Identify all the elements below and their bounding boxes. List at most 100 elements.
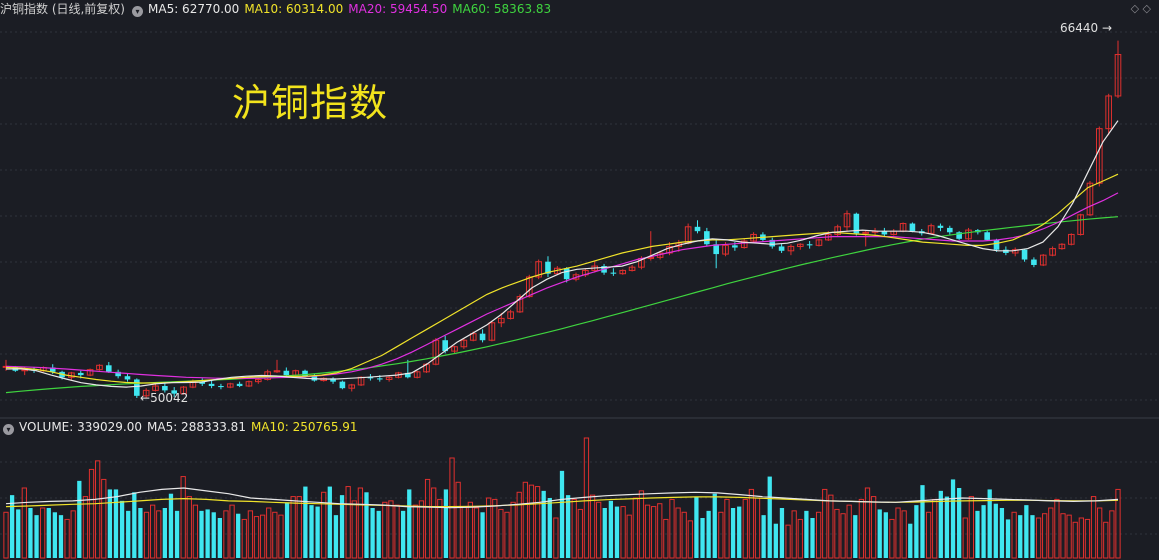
candle-body [124,376,131,380]
volume-bar [1060,513,1066,559]
volume-bar [700,518,705,558]
candle-body [507,311,514,319]
volume-bar [663,518,669,559]
volume-panel-header: ▾ VOLUME: 339029.00 MA5: 288333.81 MA10: 25… [0,418,363,436]
volume-bar [443,489,449,558]
volume-bar [88,468,95,559]
volume-bar [168,493,174,558]
candle-body [413,371,421,378]
volume-bar [28,508,33,558]
ma60-line [5,216,1119,394]
candle-body [619,269,627,275]
volume-bar [394,504,400,559]
panel-corner-icons[interactable]: ◇ ◇ [1131,2,1151,15]
volume-bar [223,510,229,559]
volume-bar [571,498,577,559]
volume-bar [149,504,156,559]
volume-bar [126,510,131,558]
candle-body [283,370,290,376]
candle-body [367,377,374,379]
volume-bar [908,523,913,558]
volume-bar [999,508,1005,558]
candle-body [806,244,813,246]
candle-body [115,371,121,377]
volume-bar [687,520,693,559]
volume-bar [773,523,778,558]
volume-bar [589,494,596,559]
candle-body [545,261,551,274]
volume-bar [694,496,699,558]
volume-bar [236,513,241,558]
candle-body [77,372,84,376]
settings-icon[interactable]: ▾ [132,6,143,17]
ma20-line [5,192,1119,379]
diamond-icon[interactable]: ◇ [1130,2,1140,15]
candle-body [946,227,953,233]
volume-bar [1054,498,1060,559]
volume-readout: VOLUME: 339029.00 [19,420,142,434]
candle-body [516,296,524,313]
volume-bar [577,508,583,559]
volume-bar [407,489,412,558]
volume-bar [9,495,15,558]
candle-body [376,378,383,380]
chart-title: 沪铜指数 (日线,前复权) [0,2,125,16]
volume-bar [742,498,748,559]
volume-bar [333,515,339,558]
volume-bar [1018,515,1023,558]
candle-body [927,225,935,234]
volume-bar [620,506,626,559]
volume-bar [388,500,394,559]
volume-bar [339,495,345,558]
candle-body [226,383,234,388]
candle-body [49,367,56,372]
collapse-icon[interactable]: ▾ [3,424,14,435]
volume-bar [40,507,46,559]
volume-bar [199,510,204,558]
volume-bar [669,498,675,559]
volume-bar [1024,505,1029,558]
volume-bar [64,518,70,559]
volume-bar [1048,507,1054,559]
candle-body [1114,54,1122,97]
volume-bar [840,513,846,559]
volume-bar [675,507,681,559]
candle-body [1067,233,1075,245]
volume-bar [296,496,302,559]
volume-bar [376,510,381,558]
volume-bar [925,511,932,559]
candle-body [152,385,159,391]
candle-body [330,378,336,382]
volume-bar [95,460,101,559]
volume-bar [21,487,27,559]
candle-body [713,244,719,255]
volume-bar [211,512,216,558]
volume-bar [205,509,210,558]
volume-bar [278,514,284,559]
ma5-line [5,120,1119,388]
candle-body [853,213,860,234]
volume-bar [401,510,406,558]
candle-body [1086,182,1094,216]
volume-bar [486,497,492,559]
volume-bar [950,479,956,558]
candle-body [862,231,870,234]
candle-body [694,226,701,232]
candle-body [815,239,823,246]
candle-body [451,346,458,352]
volume-bar [565,495,571,558]
volume-bar [82,496,89,559]
ma60-readout: MA60: 58363.83 [452,2,552,16]
candle-body [339,381,346,389]
volume-bar [357,487,364,559]
volume-bar [52,512,58,558]
volume-bar [107,489,113,558]
volume-bar [119,500,125,558]
volume-bar [473,507,480,559]
volume-bar [174,510,180,558]
high-annotation: 66440 → [1060,21,1112,35]
diamond-icon-2[interactable]: ◇ [1142,2,1151,15]
candle-body [778,246,785,251]
volume-bar [748,488,755,559]
volume-bar [608,500,614,558]
